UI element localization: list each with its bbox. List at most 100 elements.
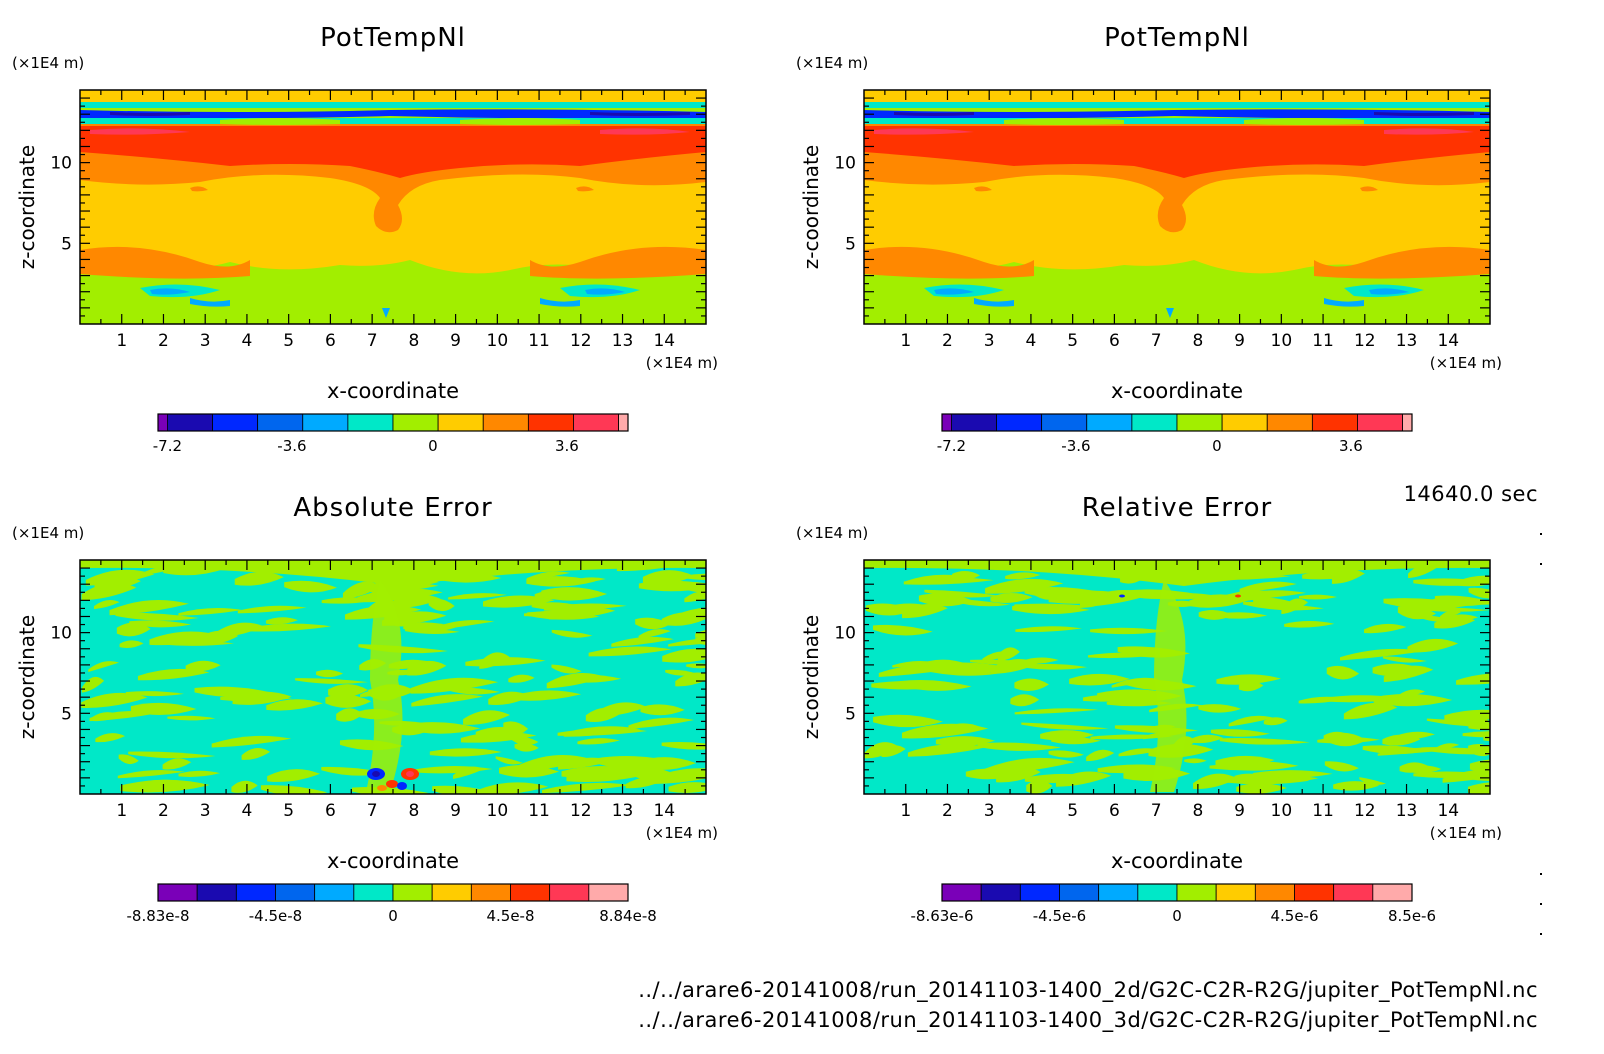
z-tick-label: 5 xyxy=(61,704,72,724)
x-tick-label: 6 xyxy=(325,331,336,351)
file-path-2d: ../../arare6-20141008/run_20141103-1400_… xyxy=(638,978,1538,1002)
colorbar-swatch xyxy=(1041,413,1088,432)
heatmap-field xyxy=(80,90,706,324)
x-tick-label: 9 xyxy=(1234,801,1245,821)
colorbar-tick-label: 8.84e-8 xyxy=(599,907,657,925)
x-tick-label: 8 xyxy=(1192,801,1203,821)
colorbar-swatch xyxy=(996,413,1043,432)
colorbar: -7.2 -3.6 0 3.6 xyxy=(153,413,629,455)
colorbar-swatch xyxy=(1372,883,1413,902)
x-tick-label: 7 xyxy=(367,331,378,351)
x-unit-label: (×1E4 m) xyxy=(646,824,718,842)
z-unit-label: (×1E4 m) xyxy=(796,54,868,72)
colorbar-swatch xyxy=(437,413,484,432)
z-tick-label: 10 xyxy=(50,624,72,644)
x-tick-label: 5 xyxy=(1067,331,1078,351)
z-axis-label: z-coordinate xyxy=(799,615,823,739)
z-unit-label: (×1E4 m) xyxy=(796,524,868,542)
x-unit-label: (×1E4 m) xyxy=(1430,824,1502,842)
x-tick-label: 4 xyxy=(1026,801,1037,821)
chart-panel: PotTempNl(×1E4 m)1 2 3 4 5 6 7 8 9 10 11 12 13 14510(… xyxy=(12,23,718,455)
z-tick-label: 5 xyxy=(845,234,856,254)
colorbar-swatch xyxy=(588,883,629,902)
x-tick-label: 12 xyxy=(1354,331,1376,351)
z-tick-label: 10 xyxy=(50,154,72,174)
x-tick-label: 13 xyxy=(1396,331,1418,351)
colorbar-swatch xyxy=(941,883,982,902)
x-tick-label: 6 xyxy=(325,801,336,821)
x-tick-label: 7 xyxy=(367,801,378,821)
colorbar-swatch xyxy=(392,413,439,432)
x-tick-label: 10 xyxy=(1271,331,1293,351)
colorbar-tick-label: 4.5e-6 xyxy=(1270,907,1318,925)
colorbar-tick-label: 3.6 xyxy=(555,437,579,455)
colorbar-swatch xyxy=(1215,883,1256,902)
colorbar: -8.83e-8 -4.5e-8 0 4.5e-8 8.84e-8 xyxy=(127,883,657,925)
z-axis-label: z-coordinate xyxy=(15,145,39,269)
colorbar-swatch xyxy=(618,413,629,432)
x-tick-label: 13 xyxy=(612,331,634,351)
x-tick-label: 5 xyxy=(283,331,294,351)
colorbar-swatch xyxy=(980,883,1021,902)
colorbar-swatch xyxy=(510,883,551,902)
x-tick-label: 8 xyxy=(1192,331,1203,351)
colorbar-swatch xyxy=(1311,413,1358,432)
x-tick-label: 9 xyxy=(450,331,461,351)
x-tick-label: 1 xyxy=(116,331,127,351)
colorbar-swatch xyxy=(482,413,529,432)
colorbar-swatch xyxy=(1333,883,1374,902)
colorbar-swatch xyxy=(1137,883,1178,902)
x-tick-label: 2 xyxy=(158,331,169,351)
x-tick-label: 14 xyxy=(653,801,675,821)
x-tick-label: 8 xyxy=(408,331,419,351)
colorbar-swatch xyxy=(573,413,620,432)
colorbar-swatch xyxy=(1176,413,1223,432)
x-tick-label: 5 xyxy=(283,801,294,821)
decor-dot xyxy=(1540,533,1542,535)
colorbar-swatch xyxy=(314,883,355,902)
colorbar-swatch xyxy=(275,883,316,902)
x-tick-label: 12 xyxy=(570,801,592,821)
x-tick-label: 2 xyxy=(158,801,169,821)
colorbar-swatch xyxy=(941,413,952,432)
colorbar: -7.2 -3.6 0 3.6 xyxy=(937,413,1413,455)
z-tick-label: 10 xyxy=(834,624,856,644)
colorbar-swatch xyxy=(1266,413,1313,432)
colorbar-swatch xyxy=(431,883,472,902)
x-tick-label: 1 xyxy=(116,801,127,821)
z-unit-label: (×1E4 m) xyxy=(12,524,84,542)
x-axis-label: x-coordinate xyxy=(1111,379,1243,403)
colorbar-tick-label: -4.5e-8 xyxy=(249,907,302,925)
x-tick-label: 1 xyxy=(900,331,911,351)
colorbar-swatch xyxy=(1402,413,1413,432)
x-tick-label: 11 xyxy=(528,801,550,821)
decor-dot xyxy=(1540,563,1542,565)
colorbar-swatch xyxy=(1357,413,1404,432)
colorbar-tick-label: -7.2 xyxy=(153,437,182,455)
x-tick-label: 5 xyxy=(1067,801,1078,821)
colorbar-frame xyxy=(157,413,629,432)
colorbar-swatch xyxy=(1086,413,1133,432)
x-unit-label: (×1E4 m) xyxy=(646,354,718,372)
colorbar-tick-label: -3.6 xyxy=(277,437,306,455)
x-tick-label: 11 xyxy=(528,331,550,351)
colorbar-swatch xyxy=(157,883,198,902)
x-tick-label: 13 xyxy=(612,801,634,821)
x-tick-label: 8 xyxy=(408,801,419,821)
colorbar-frame xyxy=(941,883,1413,902)
z-unit-label: (×1E4 m) xyxy=(12,54,84,72)
z-axis-label: z-coordinate xyxy=(799,145,823,269)
colorbar-swatch xyxy=(951,413,997,432)
colorbar-tick-label: -8.83e-8 xyxy=(127,907,190,925)
x-tick-label: 4 xyxy=(1026,331,1037,351)
colorbar-frame xyxy=(157,883,629,902)
z-tick-label: 5 xyxy=(61,234,72,254)
file-path-3d: ../../arare6-20141008/run_20141103-1400_… xyxy=(638,1008,1538,1032)
colorbar-swatch xyxy=(157,413,168,432)
x-tick-label: 13 xyxy=(1396,801,1418,821)
chart-panel: Absolute Error(×1E4 m)1 2 3 4 5 6 7 8 9 10 11 12 13 1… xyxy=(12,493,718,925)
x-tick-label: 9 xyxy=(1234,331,1245,351)
colorbar-tick-label: -3.6 xyxy=(1061,437,1090,455)
colorbar-swatch xyxy=(235,883,276,902)
colorbar-swatch xyxy=(347,413,394,432)
